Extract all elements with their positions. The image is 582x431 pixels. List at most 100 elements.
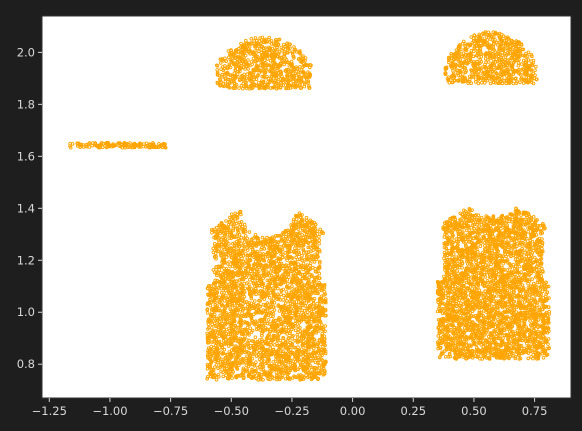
data-point-dome-right <box>466 45 470 49</box>
data-point-dome-left <box>307 86 312 90</box>
data-point-dome-left <box>267 38 271 42</box>
data-point-dome-right <box>473 72 478 76</box>
data-point-dome-left <box>218 78 223 82</box>
data-point-dome-right <box>478 52 483 57</box>
data-point-dome-left <box>253 36 258 40</box>
data-point-dome-left <box>239 59 244 64</box>
data-point-strip-left <box>68 144 72 148</box>
data-point-dome-left <box>255 58 260 63</box>
data-point-dome-left <box>269 78 274 83</box>
data-point-dome-left <box>233 82 237 86</box>
data-point-strip-left <box>141 144 146 149</box>
data-point-dome-left <box>223 76 228 80</box>
data-point-dome-left <box>279 69 283 74</box>
data-point-strip-left <box>134 142 138 147</box>
data-point-dome-left <box>308 73 312 78</box>
data-point-dome-left <box>295 79 299 84</box>
data-point-dome-right <box>500 53 504 58</box>
data-point-dome-right <box>519 43 524 47</box>
data-point-dome-right <box>503 43 508 48</box>
data-point-dome-left <box>242 50 246 55</box>
data-point-dome-left <box>295 67 300 71</box>
data-point-dome-right <box>524 66 528 71</box>
data-point-dome-left <box>226 77 231 82</box>
data-point-dome-right <box>477 34 482 38</box>
data-point-dome-right <box>463 77 468 81</box>
data-point-strip-left <box>81 145 86 149</box>
data-point-dome-right <box>489 52 494 57</box>
data-point-dome-left <box>256 80 261 85</box>
data-point-dome-right <box>500 62 505 67</box>
data-point-strip-left <box>68 145 73 150</box>
data-point-dome-left <box>224 71 229 76</box>
data-point-dome-left <box>306 80 310 85</box>
data-point-dome-left <box>246 41 251 46</box>
data-point-dome-right <box>486 60 491 64</box>
data-point-dome-left <box>254 77 259 82</box>
data-point-dome-right <box>444 66 449 71</box>
data-point-strip-left <box>107 144 111 149</box>
data-point-dome-right <box>464 52 468 57</box>
data-point-dome-right <box>506 52 511 56</box>
data-point-dome-left <box>302 80 307 85</box>
data-point-dome-left <box>276 82 281 86</box>
data-point-dome-right <box>498 78 503 83</box>
data-point-dome-right <box>472 33 477 38</box>
data-point-dome-right <box>494 31 499 36</box>
data-point-dome-right <box>447 60 451 65</box>
data-point-dome-right <box>506 71 511 75</box>
data-point-dome-right <box>476 74 480 78</box>
data-point-dome-left <box>236 64 241 69</box>
data-point-dome-left <box>257 84 262 88</box>
data-point-dome-right <box>501 72 506 77</box>
data-point-dome-left <box>277 37 282 42</box>
data-point-dome-left <box>282 60 286 64</box>
data-point-dome-left <box>268 86 273 90</box>
data-point-dome-left <box>273 38 278 42</box>
data-point-dome-right <box>529 68 534 73</box>
data-point-dome-left <box>292 77 296 81</box>
data-point-dome-left <box>244 76 249 81</box>
data-point-dome-left <box>223 79 228 84</box>
data-point-dome-left <box>247 86 252 91</box>
data-point-shirt-left <box>271 297 276 301</box>
data-point-dome-right <box>505 43 510 48</box>
data-point-dome-right <box>526 58 531 62</box>
data-point-dome-left <box>298 59 303 64</box>
data-point-dome-right <box>487 65 491 69</box>
data-point-dome-left <box>284 86 288 91</box>
data-point-dome-right <box>452 52 457 57</box>
data-point-dome-left <box>259 38 264 42</box>
data-point-dome-right <box>509 56 513 60</box>
data-point-dome-right <box>477 61 482 66</box>
data-point-strip-left <box>137 145 141 149</box>
data-point-dome-left <box>254 54 258 59</box>
data-point-shirt-left <box>301 291 305 296</box>
data-point-dome-right <box>519 75 524 80</box>
data-point-strip-left <box>151 141 155 145</box>
data-point-dome-left <box>298 83 302 87</box>
data-point-shirt-left <box>224 294 228 298</box>
data-point-strip-left <box>124 143 129 147</box>
data-point-dome-right <box>476 81 481 86</box>
data-point-dome-right <box>531 81 536 86</box>
data-point-dome-right <box>491 45 496 49</box>
data-point-dome-right <box>477 32 482 37</box>
data-point-dome-right <box>514 42 519 47</box>
data-point-dome-right <box>488 81 493 86</box>
data-point-dome-right <box>515 48 520 53</box>
data-point-dome-right <box>524 53 528 58</box>
data-point-dome-right <box>510 67 514 72</box>
data-point-strip-left <box>105 140 109 145</box>
data-point-dome-left <box>294 83 299 88</box>
data-point-dome-right <box>446 58 451 63</box>
data-point-dome-left <box>231 78 235 83</box>
data-point-dome-right <box>443 71 447 76</box>
data-point-dome-left <box>221 68 226 73</box>
data-point-dome-right <box>510 63 515 68</box>
data-point-dome-right <box>512 53 516 57</box>
data-point-dome-right <box>479 66 483 70</box>
data-point-dome-left <box>263 83 267 87</box>
data-point-dome-left <box>263 37 268 42</box>
data-point-dome-right <box>499 60 504 64</box>
